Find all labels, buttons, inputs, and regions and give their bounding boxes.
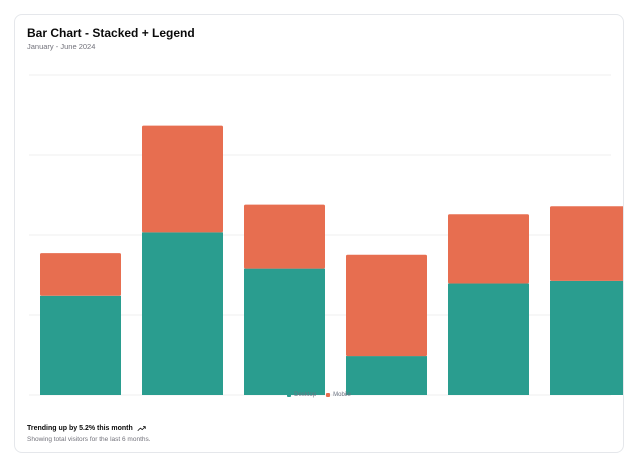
legend-item-mobile[interactable]: Mobile bbox=[326, 392, 351, 398]
bar-mobile-march[interactable] bbox=[244, 204, 325, 269]
bar-desktop-april[interactable] bbox=[346, 356, 427, 395]
bar-mobile-february[interactable] bbox=[142, 125, 223, 233]
legend-label-mobile: Mobile bbox=[333, 392, 351, 398]
bar-mobile-may[interactable] bbox=[448, 214, 529, 284]
footer-trend: Trending up by 5.2% this month bbox=[27, 425, 146, 432]
chart-legend: Desktop Mobile bbox=[15, 392, 623, 398]
footer-note: Showing total visitors for the last 6 mo… bbox=[27, 436, 151, 443]
legend-swatch-mobile bbox=[326, 393, 331, 397]
bars bbox=[40, 125, 624, 395]
legend-swatch-desktop bbox=[287, 393, 292, 397]
chart-card: Bar Chart - Stacked + Legend January - J… bbox=[14, 14, 624, 453]
bar-desktop-february[interactable] bbox=[142, 232, 223, 395]
footer-trend-text: Trending up by 5.2% this month bbox=[27, 425, 133, 432]
bar-desktop-march[interactable] bbox=[244, 268, 325, 395]
bar-desktop-january[interactable] bbox=[40, 295, 121, 395]
bar-desktop-june[interactable] bbox=[550, 280, 624, 395]
bar-desktop-may[interactable] bbox=[448, 283, 529, 395]
chart-title: Bar Chart - Stacked + Legend bbox=[27, 26, 195, 40]
bar-mobile-april[interactable] bbox=[346, 254, 427, 357]
bar-mobile-january[interactable] bbox=[40, 253, 121, 296]
trending-up-icon bbox=[137, 426, 146, 432]
legend-label-desktop: Desktop bbox=[294, 392, 317, 398]
stacked-bar-chart bbox=[29, 74, 624, 396]
legend-item-desktop[interactable]: Desktop bbox=[287, 392, 316, 398]
bar-mobile-june[interactable] bbox=[550, 206, 624, 281]
chart-subtitle: January - June 2024 bbox=[27, 42, 96, 51]
